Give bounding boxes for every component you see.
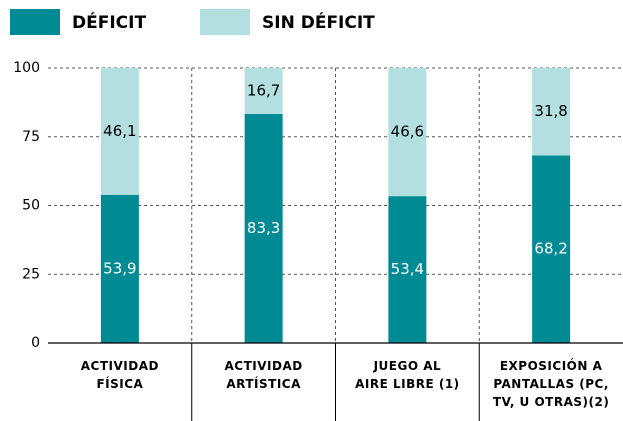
y-tick-label: 75 [22,129,40,145]
bar-segment [532,155,571,343]
legend-swatch [200,9,250,35]
bar-segment [244,68,283,114]
y-tick-label: 25 [22,266,40,282]
x-tick-line: ARTÍSTICA [226,376,301,391]
bar-segment [244,113,283,343]
x-tick-label: EXPOSICIÓN A PANTALLAS (PC, TV, U OTRAS)(2… [493,358,609,409]
bar-segment [388,68,427,197]
x-tick-label: ACTIVIDAD FÍSICA [81,359,159,391]
bar-segment [100,68,139,195]
x-tick-label: ACTIVIDAD ARTÍSTICA [225,359,303,391]
x-tick-line: PANTALLAS (PC, [493,377,609,391]
data-label: 83,3 [247,219,280,237]
data-label: 68,2 [534,240,567,258]
x-tick-label: JUEGO AL AIRE LIBRE (1) [355,359,460,391]
legend-swatch [10,9,60,35]
bar-segment [100,194,139,343]
bar-segment [388,196,427,343]
x-tick-line: ACTIVIDAD [225,359,303,373]
data-label: 16,7 [247,81,280,99]
y-tick-label: 100 [13,60,40,76]
x-tick-line: ACTIVIDAD [81,359,159,373]
legend-label: SIN DÉFICIT [262,11,375,33]
x-tick-line: AIRE LIBRE (1) [355,377,460,391]
bar-segment [532,68,571,156]
legend-label: DÉFICIT [72,11,146,33]
x-tick-line: FÍSICA [96,376,143,391]
data-label: 53,9 [103,259,136,277]
data-label: 46,1 [103,122,136,140]
x-tick-line: EXPOSICIÓN A [500,358,603,373]
y-tick-label: 0 [31,335,40,351]
data-label: 53,4 [391,260,424,278]
x-tick-line: JUEGO AL [373,359,442,373]
data-label: 31,8 [534,102,567,120]
data-label: 46,6 [391,123,424,141]
y-tick-label: 50 [22,198,40,214]
x-tick-line: TV, U OTRAS)(2) [493,395,609,409]
